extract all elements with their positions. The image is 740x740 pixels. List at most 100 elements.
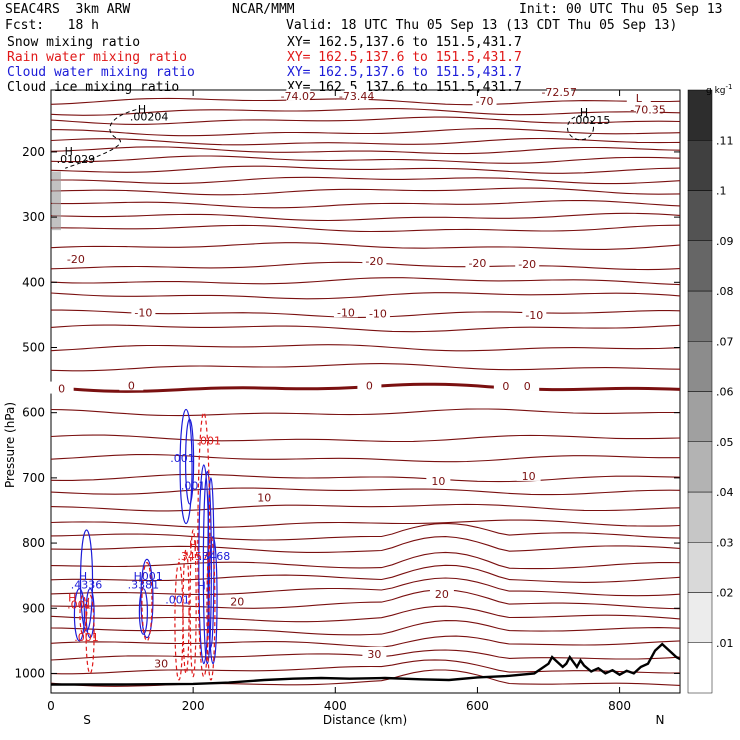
init-time: Init: 00 UTC Thu 05 Sep 13 bbox=[519, 2, 723, 17]
y-tick-label: 700 bbox=[22, 471, 45, 485]
x-tick-label: 200 bbox=[182, 699, 205, 713]
colorbar-label: .08 bbox=[716, 285, 734, 298]
contour-extremum-label: H bbox=[134, 570, 142, 583]
y-tick-label: 400 bbox=[22, 275, 45, 289]
forecast-hour: Fcst: 18 h bbox=[5, 18, 99, 33]
contour-extremum-label: .001 bbox=[181, 480, 206, 493]
contour-extremum-label: H bbox=[189, 538, 197, 551]
colorbar-label: .1 bbox=[716, 185, 727, 198]
contour-extremum-label: H bbox=[79, 570, 87, 583]
isotherm-label: -10 bbox=[525, 309, 543, 322]
isotherm-label-bg bbox=[131, 305, 156, 318]
colorbar-cell bbox=[687, 140, 713, 191]
ice-shading bbox=[52, 171, 61, 231]
isotherm-label: 0 bbox=[502, 380, 509, 393]
isotherm-label: -20 bbox=[518, 258, 536, 271]
colorbar-label: .03 bbox=[716, 536, 734, 549]
cloud-water-contour bbox=[184, 418, 195, 505]
field-cloudwater-xy: XY= 162.5,137.6 to 151.5,431.7 bbox=[287, 65, 522, 80]
isotherm-label: 0 bbox=[58, 383, 65, 396]
isotherm-line bbox=[51, 224, 680, 233]
isotherm-label-bg bbox=[357, 378, 382, 391]
field-snow-xy: XY= 162.5,137.6 to 151.5,431.7 bbox=[287, 35, 522, 50]
isotherm-label: 0 bbox=[366, 379, 373, 392]
isotherm-label: -10 bbox=[369, 308, 387, 321]
rain-water-contour bbox=[85, 594, 95, 675]
isotherm-label-bg bbox=[286, 88, 311, 101]
field-rain-xy: XY= 162.5,137.6 to 151.5,431.7 bbox=[287, 50, 522, 65]
endpoint-south: S bbox=[83, 713, 91, 727]
isotherm-line bbox=[51, 176, 680, 185]
isotherm-line bbox=[51, 116, 680, 125]
rain-water-contour bbox=[189, 529, 197, 678]
field-cloudice-xy: XY= 162.5,137.6 to 151.5,431.7 bbox=[287, 80, 522, 95]
isotherm-line bbox=[51, 277, 680, 286]
y-tick-label: 500 bbox=[22, 340, 45, 354]
cloud-water-contour bbox=[208, 535, 218, 665]
contour-extremum-label: .001 bbox=[170, 452, 195, 465]
isotherm-label-bg bbox=[515, 378, 540, 391]
contour-extremum-label: .00204 bbox=[130, 111, 169, 124]
y-axis-title: Pressure (hPa) bbox=[3, 402, 17, 488]
isotherm-line bbox=[51, 187, 680, 196]
isotherm-label: -20 bbox=[365, 255, 383, 268]
isotherm-line bbox=[51, 434, 680, 443]
isotherm-line bbox=[51, 344, 680, 352]
isotherm-line bbox=[51, 165, 680, 174]
isotherm-line bbox=[51, 363, 680, 372]
contour-extremum-label: .001 bbox=[165, 594, 190, 607]
x-axis-title: Distance (km) bbox=[323, 713, 407, 727]
isotherm-label: 20 bbox=[230, 596, 244, 609]
isotherm-line bbox=[51, 408, 680, 417]
isotherm-label-bg bbox=[516, 468, 541, 481]
isotherm-line bbox=[51, 473, 680, 483]
isotherm-line bbox=[51, 635, 680, 648]
isotherm-line bbox=[51, 589, 680, 610]
isotherm-label-bg bbox=[626, 90, 651, 103]
contour-extremum-label: H bbox=[68, 592, 76, 605]
contour-extremum-label: H bbox=[580, 106, 588, 119]
isotherm-label: -10 bbox=[337, 306, 355, 319]
y-tick-label: 200 bbox=[22, 145, 45, 159]
isotherm-line bbox=[51, 107, 680, 116]
y-tick-label: 1000 bbox=[14, 666, 45, 680]
isotherm-line bbox=[51, 620, 680, 636]
contour-extremum-label: .3457 bbox=[177, 550, 209, 563]
contour-extremum-label: .01029 bbox=[57, 153, 96, 166]
isotherm-line bbox=[51, 146, 680, 155]
isotherm-label-bg bbox=[515, 257, 540, 270]
contour-extremum-label: .001 bbox=[67, 598, 92, 611]
isotherm-label: -20 bbox=[67, 253, 85, 266]
cloud-water-contour bbox=[73, 588, 86, 642]
colorbar-label: .06 bbox=[716, 386, 734, 399]
contour-extremum-label: .001 bbox=[138, 570, 163, 583]
contour-extremum-label: .3381 bbox=[128, 579, 160, 592]
rain-water-contour bbox=[206, 535, 216, 681]
y-tick-label: 600 bbox=[22, 406, 45, 420]
isotherm-label: -74.02 bbox=[281, 90, 316, 103]
isotherm-label: 30 bbox=[367, 648, 381, 661]
field-rain-name: Rain water mixing ratio bbox=[7, 50, 188, 65]
isotherm-label-bg bbox=[493, 378, 518, 391]
isotherm-label: 10 bbox=[431, 475, 445, 488]
isotherm-line bbox=[51, 128, 680, 137]
isotherm-label-bg bbox=[49, 381, 74, 394]
isotherm-label-bg bbox=[252, 490, 277, 503]
colorbar-label: .07 bbox=[716, 335, 734, 348]
colorbar-label: .05 bbox=[716, 436, 734, 449]
contour-extremum-label: H bbox=[198, 579, 206, 592]
terrain-line bbox=[51, 642, 680, 686]
isotherm-line bbox=[51, 519, 680, 528]
rain-water-contour bbox=[79, 594, 87, 635]
colorbar-label: .11 bbox=[716, 134, 734, 147]
isotherm-label: 30 bbox=[154, 658, 168, 671]
colorbar-unit: g kg-1 bbox=[706, 83, 732, 96]
contour-extremum-label: H bbox=[138, 103, 146, 116]
isotherm-line bbox=[51, 137, 680, 146]
colorbar-unit-exponent: -1 bbox=[726, 83, 733, 91]
isotherm-line bbox=[51, 453, 680, 463]
y-tick-label: 800 bbox=[22, 536, 45, 550]
isotherm-label-bg bbox=[333, 305, 358, 318]
isotherm-label-bg bbox=[547, 84, 572, 97]
